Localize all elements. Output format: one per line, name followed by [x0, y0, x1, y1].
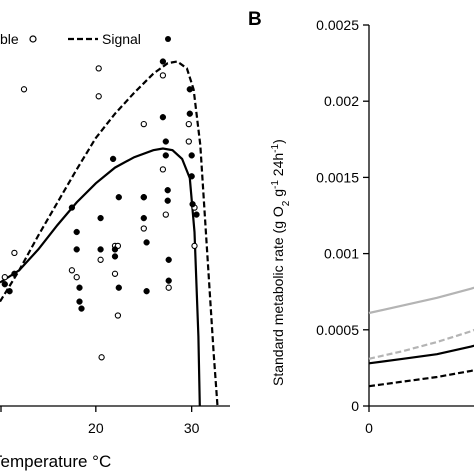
data-point-filled	[162, 152, 169, 159]
legend-marker-1	[29, 35, 37, 43]
data-point-filled	[97, 246, 104, 253]
legend-label-2: Signal	[102, 31, 141, 47]
data-point-open	[11, 249, 18, 257]
data-point-filled	[164, 187, 171, 194]
data-point-open	[159, 166, 167, 173]
data-point-open	[162, 211, 169, 218]
panel-a: 20 30 ble Signal Temperature °C	[0, 31, 230, 471]
panel-b-y-tick-label: 0.002	[324, 93, 359, 109]
data-point-open	[20, 86, 28, 93]
panel-b-y-tick-label: 0.001	[324, 246, 359, 262]
data-point-filled	[159, 58, 167, 65]
panel-b-y-tick-label: 0	[351, 398, 359, 414]
data-point-filled	[162, 138, 169, 145]
data-point-filled	[193, 211, 200, 218]
data-point-filled	[164, 197, 171, 204]
data-point-filled	[1, 281, 8, 288]
panel-a-x-tick-label: 30	[184, 420, 200, 436]
panel-b-y-tick-label: 0.0015	[316, 169, 359, 185]
legend-marker-2	[165, 36, 171, 42]
data-point-open	[165, 284, 172, 291]
data-point-open	[98, 354, 105, 361]
panel-a-legend: ble Signal	[0, 31, 171, 47]
panel-a-curves	[0, 60, 219, 407]
data-point-open	[140, 120, 147, 128]
panel-b-series-3	[368, 344, 474, 365]
data-point-filled	[111, 246, 119, 253]
panel-a-x-tick-label: 20	[88, 420, 104, 436]
data-point-open	[159, 72, 167, 79]
data-point-open	[95, 65, 102, 72]
panel-a-axes: 20 30	[0, 405, 230, 436]
data-point-filled	[140, 194, 147, 201]
data-point-filled	[186, 86, 193, 93]
panel-b-curves	[368, 286, 474, 388]
data-point-open	[68, 267, 76, 274]
panel-b-label: B	[248, 9, 262, 30]
data-point-filled	[76, 298, 83, 305]
data-point-filled	[111, 253, 119, 260]
data-point-filled	[73, 228, 80, 236]
data-point-open	[185, 120, 192, 128]
data-point-open	[1, 274, 8, 281]
data-point-filled	[165, 277, 172, 284]
data-point-open	[97, 256, 104, 263]
data-point-filled	[143, 239, 150, 246]
data-point-filled	[76, 284, 83, 291]
panel-a-curve-1	[0, 147, 201, 407]
panel-b-series-4	[368, 368, 474, 388]
data-point-filled	[140, 214, 147, 222]
data-point-filled	[78, 305, 85, 312]
data-point-filled	[186, 110, 193, 117]
data-point-open	[73, 274, 80, 281]
panel-b-ylabel: Standard metabolic rate (g O2 g-1 24h-1)	[270, 139, 292, 386]
data-point-filled	[68, 204, 76, 211]
data-point-open	[95, 93, 102, 100]
panel-b-series-2	[368, 328, 474, 360]
data-point-open	[111, 270, 119, 277]
data-point-filled	[115, 284, 122, 291]
data-point-filled	[115, 194, 122, 201]
data-point-filled	[189, 201, 196, 208]
panel-b-y-tick-label: 0.0005	[316, 322, 359, 338]
panel-a-xlabel: Temperature °C	[0, 452, 111, 471]
data-point-open	[185, 138, 192, 145]
data-point-filled	[188, 152, 195, 159]
data-point-open	[140, 225, 147, 232]
panel-a-curve-2	[0, 60, 219, 407]
data-point-filled	[6, 288, 13, 295]
data-point-filled	[159, 114, 167, 121]
data-point-filled	[165, 256, 172, 263]
data-point-filled	[97, 214, 104, 222]
data-point-filled	[11, 270, 18, 277]
data-point-filled	[73, 246, 80, 253]
data-point-filled	[143, 288, 150, 295]
panel-b-y-tick-label: 0.0025	[316, 17, 359, 33]
data-point-filled	[109, 155, 117, 163]
data-point-open	[191, 242, 198, 250]
data-point-open	[114, 312, 122, 319]
panel-b-series-1	[368, 286, 474, 315]
legend-label-1: ble	[0, 31, 19, 47]
panel-a-points	[1, 58, 200, 361]
panel-b-x-tick-label: 0	[365, 420, 373, 436]
data-point-filled	[188, 173, 195, 180]
